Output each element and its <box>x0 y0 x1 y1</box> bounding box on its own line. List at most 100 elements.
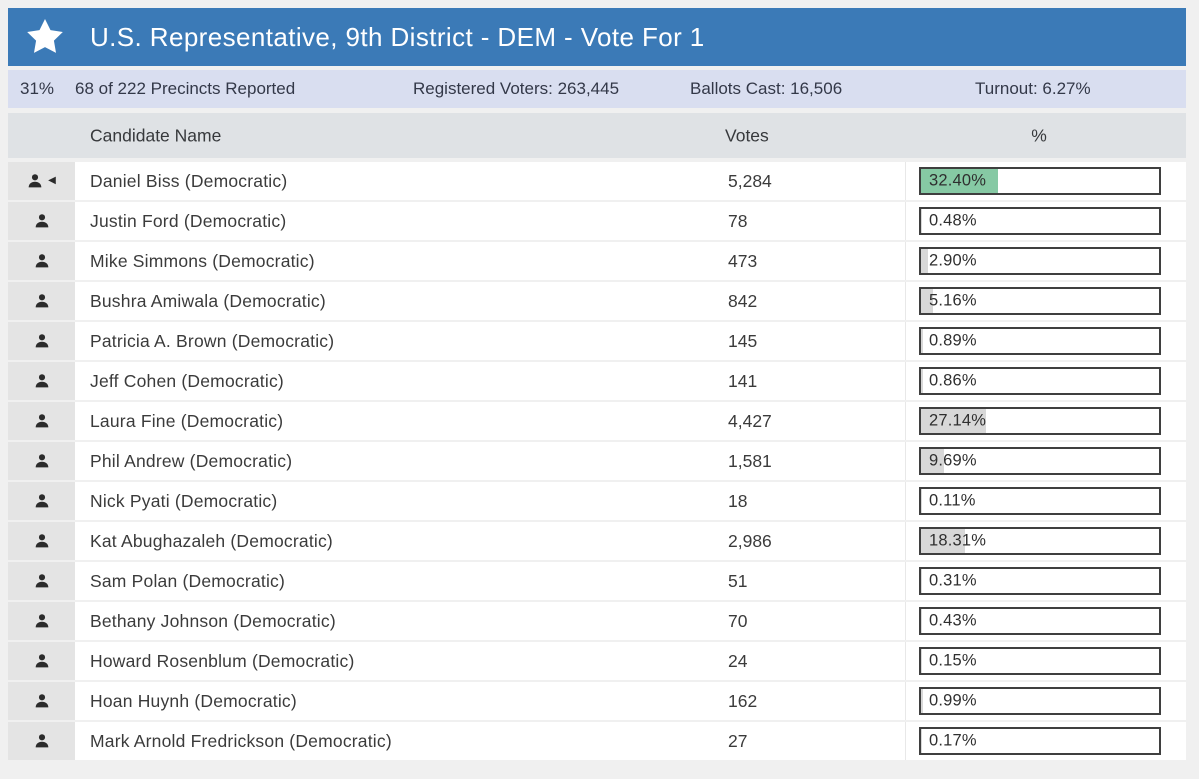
percent-label: 0.17% <box>929 731 977 750</box>
percent-label: 0.48% <box>929 211 977 230</box>
table-row: Bushra Amiwala (Democratic) 842 5.16% <box>8 282 1186 320</box>
table-row: Mike Simmons (Democratic) 473 2.90% <box>8 242 1186 280</box>
percent-bar: 0.43% <box>919 607 1161 635</box>
percent-bar: 0.15% <box>919 647 1161 675</box>
candidate-icon-cell <box>8 322 75 360</box>
percent-label: 0.11% <box>929 491 976 510</box>
person-icon <box>34 253 50 269</box>
table-row: Mark Arnold Fredrickson (Democratic) 27 … <box>8 722 1186 760</box>
candidate-icon-cell <box>8 402 75 440</box>
votes-value: 473 <box>712 242 905 280</box>
candidate-name: Mike Simmons (Democratic) <box>75 242 712 280</box>
person-icon <box>34 333 50 349</box>
percent-bar: 0.11% <box>919 487 1161 515</box>
person-icon <box>34 413 50 429</box>
candidate-icon-cell <box>8 522 75 560</box>
person-icon <box>34 573 50 589</box>
percent-cell: 0.86% <box>905 362 1186 400</box>
votes-value: 145 <box>712 322 905 360</box>
candidate-name: Kat Abughazaleh (Democratic) <box>75 522 712 560</box>
person-icon <box>34 733 50 749</box>
person-icon <box>34 493 50 509</box>
table-row: Kat Abughazaleh (Democratic) 2,986 18.31… <box>8 522 1186 560</box>
person-icon <box>27 173 43 189</box>
person-icon <box>34 613 50 629</box>
column-header-votes: Votes <box>725 125 769 145</box>
percent-label: 27.14% <box>929 411 987 430</box>
table-row: Patricia A. Brown (Democratic) 145 0.89% <box>8 322 1186 360</box>
percent-bar: 18.31% <box>919 527 1161 555</box>
stat-ballots-cast: Ballots Cast: 16,506 <box>690 79 843 98</box>
percent-bar: 0.17% <box>919 727 1161 755</box>
table-row: Howard Rosenblum (Democratic) 24 0.15% <box>8 642 1186 680</box>
candidate-icon-cell <box>8 562 75 600</box>
percent-bar-fill <box>921 569 922 593</box>
percent-bar: 0.89% <box>919 327 1161 355</box>
percent-bar: 32.40% <box>919 167 1161 195</box>
percent-cell: 9.69% <box>905 442 1186 480</box>
candidate-icon-cell <box>8 682 75 720</box>
percent-bar-fill <box>921 289 934 313</box>
percent-bar-fill <box>921 249 928 273</box>
percent-bar: 0.48% <box>919 207 1161 235</box>
percent-label: 0.89% <box>929 331 977 350</box>
star-icon-glyph <box>27 19 63 53</box>
candidate-name: Laura Fine (Democratic) <box>75 402 712 440</box>
candidate-name: Jeff Cohen (Democratic) <box>75 362 712 400</box>
percent-label: 0.31% <box>929 571 977 590</box>
person-icon <box>34 293 50 309</box>
candidate-icon-cell <box>8 722 75 760</box>
percent-label: 0.15% <box>929 651 977 670</box>
candidate-icon-cell <box>8 362 75 400</box>
percent-cell: 0.89% <box>905 322 1186 360</box>
votes-value: 51 <box>712 562 905 600</box>
candidate-name: Mark Arnold Fredrickson (Democratic) <box>75 722 712 760</box>
table-row: Laura Fine (Democratic) 4,427 27.14% <box>8 402 1186 440</box>
table-row: Bethany Johnson (Democratic) 70 0.43% <box>8 602 1186 640</box>
candidate-name: Phil Andrew (Democratic) <box>75 442 712 480</box>
stat-turnout: Turnout: 6.27% <box>975 79 1091 98</box>
person-icon <box>34 453 50 469</box>
candidate-icon-cell <box>8 442 75 480</box>
leader-arrow-icon: ◀ <box>48 175 56 186</box>
star-icon <box>8 17 82 57</box>
percent-cell: 0.31% <box>905 562 1186 600</box>
percent-label: 0.86% <box>929 371 977 390</box>
contest-title: U.S. Representative, 9th District - DEM … <box>90 21 705 52</box>
stats-bar: 31% 68 of 222 Precincts Reported Registe… <box>8 70 1186 108</box>
percent-cell: 27.14% <box>905 402 1186 440</box>
table-row: Phil Andrew (Democratic) 1,581 9.69% <box>8 442 1186 480</box>
percent-bar: 0.86% <box>919 367 1161 395</box>
table-row: Nick Pyati (Democratic) 18 0.11% <box>8 482 1186 520</box>
votes-value: 141 <box>712 362 905 400</box>
percent-cell: 18.31% <box>905 522 1186 560</box>
candidate-name: Patricia A. Brown (Democratic) <box>75 322 712 360</box>
percent-cell: 0.43% <box>905 602 1186 640</box>
candidate-name: Howard Rosenblum (Democratic) <box>75 642 712 680</box>
percent-cell: 0.11% <box>905 482 1186 520</box>
table-row: Sam Polan (Democratic) 51 0.31% <box>8 562 1186 600</box>
percent-bar-fill <box>921 369 924 393</box>
percent-bar-fill <box>921 609 923 633</box>
person-icon <box>34 653 50 669</box>
percent-label: 32.40% <box>929 171 987 190</box>
stat-registered-voters: Registered Voters: 263,445 <box>413 79 620 98</box>
person-icon <box>34 693 50 709</box>
candidate-icon-cell <box>8 602 75 640</box>
table-row: ◀ Daniel Biss (Democratic) 5,284 32.40% <box>8 162 1186 200</box>
votes-value: 1,581 <box>712 442 905 480</box>
percent-bar-fill <box>921 689 924 713</box>
percent-cell: 0.99% <box>905 682 1186 720</box>
percent-bar: 27.14% <box>919 407 1161 435</box>
column-header-candidate: Candidate Name <box>90 125 222 145</box>
candidate-icon-cell <box>8 242 75 280</box>
table-row: Justin Ford (Democratic) 78 0.48% <box>8 202 1186 240</box>
candidate-icon-cell <box>8 282 75 320</box>
person-icon <box>34 533 50 549</box>
candidate-icon-cell: ◀ <box>8 162 75 200</box>
votes-value: 24 <box>712 642 905 680</box>
stat-precincts-reported: 68 of 222 Precincts Reported <box>75 79 296 98</box>
percent-label: 5.16% <box>929 291 977 310</box>
percent-cell: 0.17% <box>905 722 1186 760</box>
candidate-name: Justin Ford (Democratic) <box>75 202 712 240</box>
